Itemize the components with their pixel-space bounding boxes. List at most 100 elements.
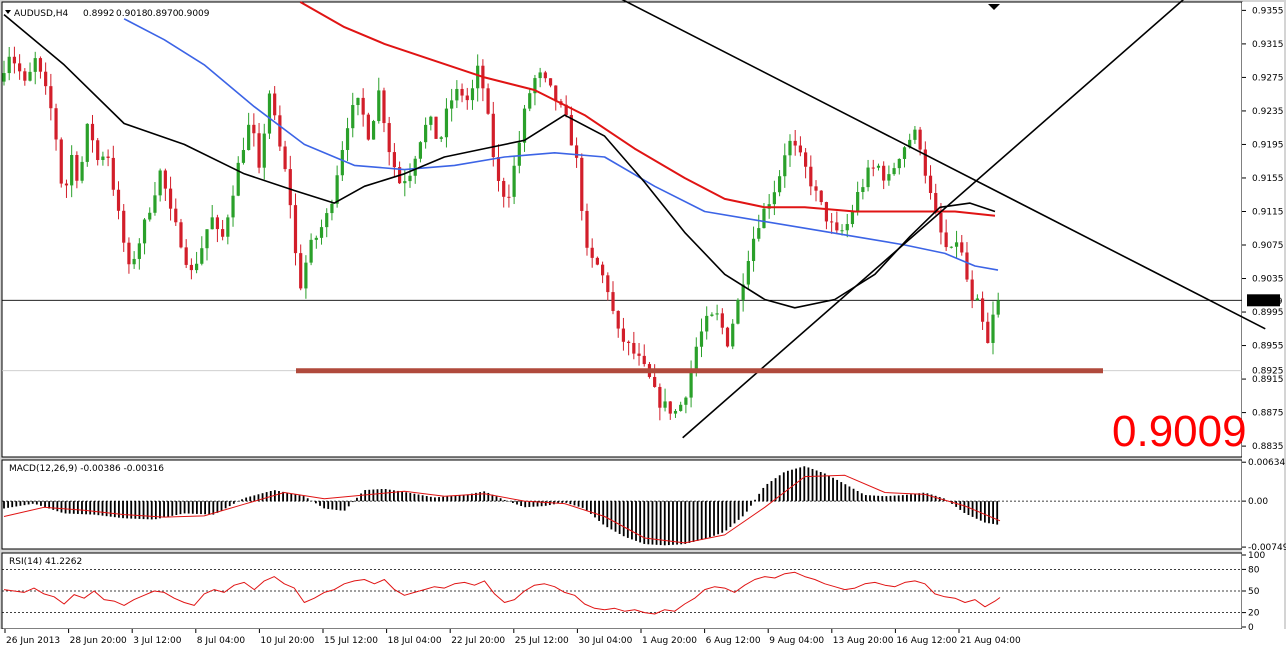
- candle-body: [954, 242, 959, 247]
- rsi-tick-label: 80: [1248, 565, 1260, 575]
- rsi-tick-label: 20: [1248, 609, 1260, 619]
- price-tick-label: 0.9155: [1252, 174, 1284, 184]
- candle-body: [611, 292, 615, 311]
- price-tick-label: 0.8835: [1252, 442, 1284, 452]
- candle-body: [809, 166, 813, 187]
- candle-body: [7, 56, 11, 74]
- chart-shift-marker-icon[interactable]: [988, 4, 1000, 10]
- candle-body: [533, 78, 537, 94]
- candle-body: [127, 242, 131, 265]
- candle-body: [835, 222, 839, 231]
- candle-body: [189, 264, 193, 271]
- candle-body: [934, 192, 938, 213]
- candle-body: [304, 262, 308, 289]
- candle-body: [470, 88, 475, 101]
- candle-body: [450, 100, 454, 109]
- candle-body: [116, 189, 121, 211]
- candle-body: [54, 108, 58, 140]
- candle-body: [512, 165, 516, 197]
- rsi-line: [3, 571, 1001, 615]
- price-tick-label: 0.9235: [1252, 107, 1284, 117]
- candle-body: [205, 229, 209, 249]
- price-tick-label: 0.9315: [1252, 40, 1284, 50]
- candle-body: [569, 114, 573, 146]
- candle-body: [804, 152, 808, 167]
- candle-body: [725, 327, 730, 347]
- candle-body: [949, 246, 953, 248]
- time-tick-label: 10 Jul 20:00: [260, 636, 314, 646]
- candle-body: [273, 93, 277, 116]
- candle-body: [210, 217, 214, 230]
- candle-body: [278, 115, 282, 147]
- rsi-tick-label: 100: [1248, 551, 1265, 561]
- candle-body: [288, 169, 292, 206]
- candle-body: [424, 124, 428, 143]
- candle-body: [101, 156, 105, 161]
- menu-triangle-icon[interactable]: [5, 10, 11, 14]
- rsi-title: RSI(14) 41.2262: [9, 557, 82, 567]
- candle-body: [637, 353, 641, 356]
- time-tick-label: 18 Jul 04:00: [388, 636, 442, 646]
- candle-body: [741, 284, 745, 300]
- candle-body: [247, 124, 251, 151]
- candle-body: [736, 299, 740, 324]
- trendline-2[interactable]: [682, 0, 1191, 439]
- candle-body: [476, 65, 480, 89]
- candle-body: [673, 410, 678, 414]
- candle-body: [684, 397, 688, 405]
- candle-body: [965, 252, 969, 280]
- candle-body: [757, 228, 761, 239]
- price-panel[interactable]: [1, 1, 1243, 458]
- candle-body: [345, 128, 350, 151]
- candle-body: [902, 147, 907, 159]
- candle-body: [283, 146, 287, 170]
- time-tick-label: 15 Jul 12:00: [324, 636, 378, 646]
- candle-body: [840, 230, 844, 232]
- time-tick-label: 1 Aug 20:00: [642, 636, 697, 646]
- candle-body: [923, 149, 927, 176]
- candle-body: [793, 140, 797, 146]
- candle-body: [882, 165, 886, 181]
- price-axis-strip: [1242, 2, 1284, 629]
- candle-body: [325, 213, 329, 228]
- candle-body: [996, 300, 1000, 315]
- candle-body: [28, 71, 32, 81]
- macd-title: MACD(12,26,9) -0.00386 -0.00316: [9, 464, 164, 474]
- candle-body: [215, 217, 220, 230]
- time-tick-label: 8 Jul 04:00: [197, 636, 246, 646]
- candle-body: [772, 192, 776, 205]
- candle-body: [23, 71, 27, 81]
- candle-body: [918, 129, 922, 150]
- candle-body: [33, 58, 37, 72]
- price-tick-label: 0.8955: [1252, 342, 1284, 352]
- candle-body: [371, 121, 376, 140]
- candle-body: [59, 139, 63, 184]
- candle-body: [595, 257, 599, 265]
- candle-body: [226, 217, 230, 237]
- candle-body: [538, 72, 542, 79]
- candle-body: [403, 181, 407, 184]
- time-tick-label: 22 Jul 20:00: [451, 636, 505, 646]
- price-tick-label: 0.9355: [1252, 6, 1284, 16]
- candle-body: [262, 133, 266, 168]
- candle-body: [892, 168, 896, 175]
- candle-body: [387, 123, 391, 153]
- candle-body: [928, 175, 933, 193]
- candle-body: [80, 161, 84, 181]
- candle-body: [314, 237, 318, 240]
- candle-body: [710, 314, 714, 316]
- trendline-1[interactable]: [611, 0, 1266, 330]
- candle-body: [939, 212, 943, 233]
- candle-body: [991, 314, 995, 343]
- candle-body: [351, 105, 355, 129]
- candle-body: [153, 195, 157, 213]
- support-tag-label: 0.8925: [1252, 367, 1284, 377]
- price-tick-label: 0.9195: [1252, 140, 1284, 150]
- candle-body: [908, 139, 912, 148]
- candle-body: [257, 133, 261, 168]
- candle-body: [382, 90, 386, 124]
- candle-body: [356, 97, 360, 106]
- candle-body: [751, 238, 756, 261]
- candle-body: [632, 342, 636, 354]
